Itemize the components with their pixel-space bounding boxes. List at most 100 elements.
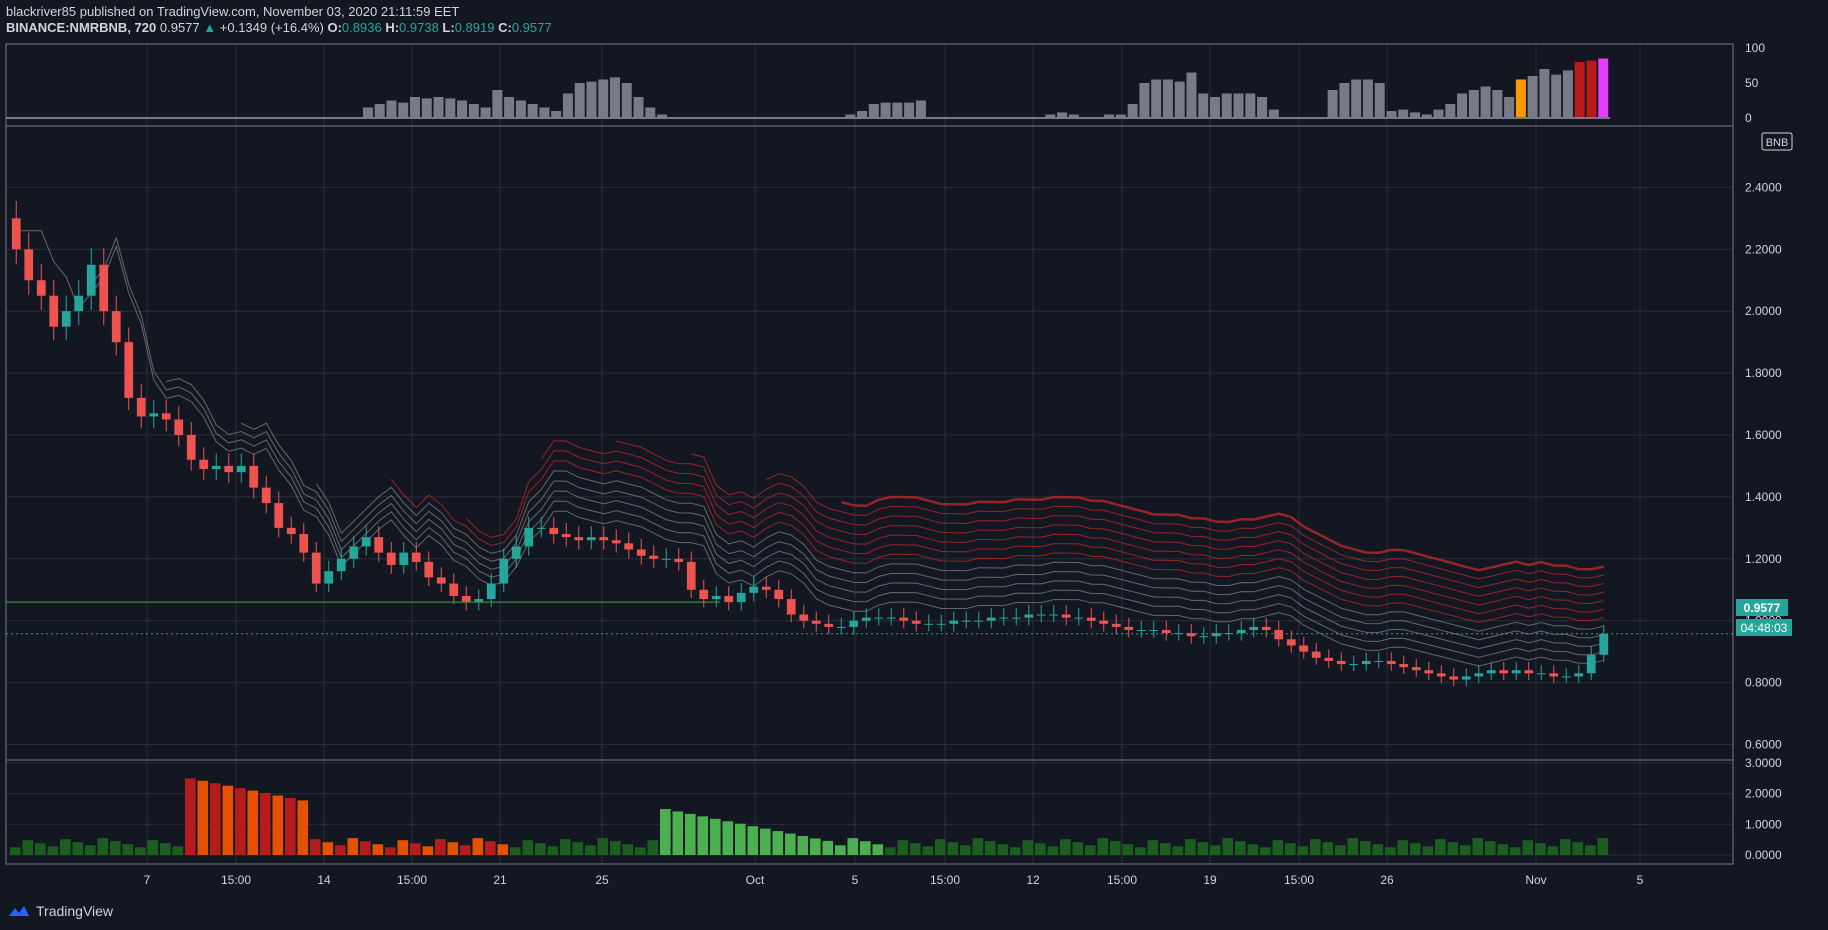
last-price-box: [1736, 599, 1788, 616]
candle-body: [299, 534, 309, 553]
x-tick-label: 26: [1380, 873, 1394, 887]
volume-bar: [647, 840, 659, 855]
candle-body: [136, 397, 146, 417]
histogram-bar: [562, 93, 573, 118]
volume-bar: [1535, 843, 1546, 855]
candle-body: [1174, 633, 1184, 635]
volume-bar: [1485, 841, 1496, 855]
volume-bar: [160, 843, 171, 855]
x-tick-label: 7: [144, 873, 151, 887]
volume-bar: [360, 841, 371, 855]
volume-bar: [1097, 838, 1109, 855]
ma-line: [840, 495, 1605, 572]
candle-body: [399, 552, 409, 565]
candle-body: [411, 552, 421, 562]
candle-body: [1286, 639, 1296, 646]
histogram-bar: [621, 83, 632, 118]
histogram-bar: [645, 107, 656, 118]
candle-body: [761, 586, 771, 590]
candle-body: [1136, 630, 1146, 631]
volume-bar: [485, 841, 496, 855]
volume-bar: [1447, 842, 1459, 855]
last-price-label: 0.9577: [1744, 601, 1781, 615]
candle-body: [1411, 667, 1421, 671]
volume-bar: [722, 821, 734, 855]
volume-bar: [1510, 847, 1521, 855]
candle-body: [499, 558, 509, 584]
histogram-bar: [527, 104, 538, 118]
candle-body: [424, 561, 434, 578]
volume-bar: [122, 844, 134, 855]
candle-body: [586, 537, 596, 541]
histogram-bar: [1504, 97, 1515, 118]
volume-bar: [1060, 839, 1071, 855]
candle-body: [1124, 626, 1134, 630]
histogram-bar: [657, 114, 668, 118]
candle-body: [1224, 633, 1234, 635]
candle-body: [224, 465, 234, 473]
open-value: 0.8936: [341, 20, 382, 35]
volume-bar: [1585, 845, 1596, 855]
candle-body: [1561, 676, 1571, 678]
author-name[interactable]: blackriver85: [6, 4, 77, 19]
x-tick-label: 15:00: [221, 873, 251, 887]
volume-bar: [835, 845, 846, 855]
candle-body: [536, 527, 546, 529]
x-tick-label: 5: [852, 873, 859, 887]
histogram-bar: [1198, 93, 1209, 118]
x-tick-label: 25: [595, 873, 609, 887]
histogram-bar: [386, 100, 397, 118]
volume-bar: [1397, 840, 1409, 855]
candle-body: [661, 558, 671, 560]
volume-bar: [1247, 844, 1259, 855]
volume-bar: [1360, 841, 1371, 855]
candle-body: [1449, 676, 1459, 680]
candle-body: [1161, 630, 1171, 634]
candle-body: [1486, 670, 1496, 674]
ma-line: [766, 472, 1604, 580]
candle-body: [1099, 620, 1109, 624]
volume-bar: [222, 785, 234, 855]
histogram-bar: [551, 111, 562, 118]
ma-line: [315, 470, 1604, 632]
candle-body: [311, 552, 321, 584]
close-label: C:: [498, 20, 512, 35]
candle-body: [61, 311, 71, 327]
ma-line: [691, 453, 1604, 589]
histogram-bar: [857, 111, 868, 118]
chart-grid: [6, 44, 1733, 864]
candle-body: [1061, 614, 1071, 618]
candle-body: [711, 595, 721, 600]
volume-bar: [310, 839, 321, 855]
candle-body: [1436, 673, 1446, 677]
candle-body: [699, 589, 709, 600]
high-label: H:: [385, 20, 400, 35]
volume-bar: [597, 838, 609, 855]
volume-bar: [35, 843, 46, 855]
histogram-bar: [1398, 109, 1409, 118]
volume-bar: [972, 838, 984, 855]
histogram-bar: [492, 90, 503, 118]
volume-bar: [1385, 847, 1396, 855]
volume-bar: [772, 831, 784, 855]
volume-bar: [1035, 843, 1046, 855]
candle-body: [261, 487, 271, 504]
y-tick-label: 2.0000: [1745, 304, 1782, 318]
volume-bar: [947, 842, 959, 855]
volume-bar: [1347, 838, 1359, 855]
candle-body: [124, 342, 134, 398]
candle-body: [724, 595, 734, 603]
volume-bar: [1560, 839, 1571, 855]
tradingview-logo[interactable]: TradingView: [8, 903, 113, 919]
change-icon: ▲: [203, 20, 217, 35]
symbol-label[interactable]: BINANCE:NMRBNB, 720: [6, 20, 157, 35]
ma-line: [390, 460, 1604, 624]
volume-bar: [1472, 838, 1484, 855]
x-tick-label: 15:00: [397, 873, 427, 887]
candle-body: [211, 465, 221, 470]
volume-bar: [47, 846, 59, 855]
candle-body: [511, 546, 521, 559]
volume-bar: [60, 839, 71, 855]
y-tick-label: 0.8000: [1745, 676, 1782, 690]
